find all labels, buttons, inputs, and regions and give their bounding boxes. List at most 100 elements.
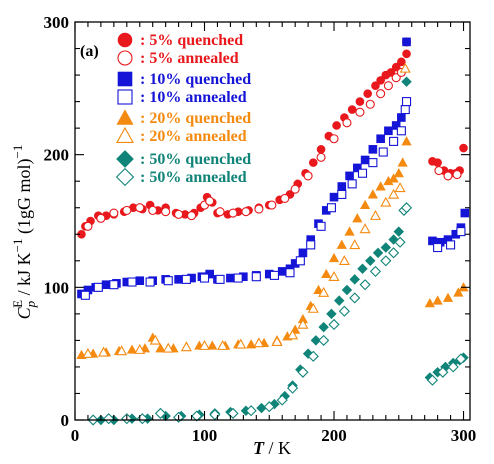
data-point (287, 329, 299, 340)
data-point (380, 255, 392, 267)
data-point (269, 398, 280, 410)
data-point (180, 341, 192, 352)
data-point (344, 226, 355, 236)
data-point (297, 318, 309, 329)
data-point (378, 147, 388, 157)
data-point (209, 409, 221, 421)
x-axis-title: T / K (253, 438, 291, 458)
legend-label: : 10% annealed (140, 89, 247, 106)
data-point (93, 282, 103, 292)
series-10-annealed (80, 97, 466, 300)
plot-frame (74, 21, 471, 421)
data-point (341, 284, 353, 296)
data-point (316, 221, 326, 231)
data-point (345, 171, 354, 181)
x-tick-label: 300 (451, 426, 477, 445)
data-point (338, 305, 350, 317)
data-point (198, 339, 211, 350)
data-point (122, 205, 132, 215)
data-point (355, 107, 365, 117)
data-point (207, 340, 218, 350)
data-point (402, 49, 411, 59)
data-point (329, 192, 339, 202)
data-point (359, 223, 371, 234)
data-point (116, 345, 128, 356)
data-point (396, 126, 406, 136)
data-point (267, 200, 277, 210)
data-point (298, 248, 308, 258)
data-point (397, 57, 406, 67)
data-point (397, 157, 408, 167)
y-tick-label: 100 (44, 278, 70, 297)
data-point (326, 308, 337, 320)
data-point (126, 344, 138, 354)
data-point (349, 292, 361, 304)
data-point (145, 277, 155, 287)
data-point (376, 89, 386, 99)
data-point (352, 213, 363, 223)
data-point (254, 204, 264, 214)
data-point (134, 343, 146, 354)
data-point (389, 136, 399, 146)
data-point (380, 242, 392, 253)
data-point (383, 81, 393, 91)
data-point (355, 97, 365, 106)
data-point (109, 280, 119, 290)
y-tick-label: 0 (61, 411, 70, 430)
data-point (459, 143, 468, 153)
data-point (394, 182, 406, 193)
data-point (433, 158, 442, 167)
data-point (337, 182, 347, 191)
data-point (357, 263, 368, 274)
data-point (338, 255, 350, 266)
data-point (162, 342, 174, 353)
data-point (269, 270, 279, 280)
data-point (80, 290, 90, 300)
data-point (349, 274, 360, 285)
data-point (174, 209, 184, 219)
data-point (400, 202, 413, 214)
data-point (109, 208, 119, 218)
data-point (336, 239, 347, 249)
data-point (372, 247, 384, 259)
series-10-quenched (77, 37, 470, 299)
data-point (318, 286, 330, 297)
data-point (388, 234, 399, 245)
data-point (97, 346, 110, 357)
data-point (316, 145, 326, 154)
series-20-annealed (82, 62, 411, 358)
data-point (303, 171, 313, 181)
data-point (251, 272, 261, 282)
data-point (393, 226, 404, 237)
legend-marker (117, 71, 133, 87)
series-50-annealed (87, 202, 467, 426)
data-point (83, 221, 93, 231)
data-point (393, 168, 404, 178)
data-point (82, 347, 94, 358)
data-point (280, 193, 290, 203)
data-point (318, 321, 329, 333)
data-point (437, 366, 449, 378)
legend: : 5% quenched: 5% annealed: 10% quenched… (115, 32, 251, 187)
data-point (400, 105, 410, 115)
legend-marker (117, 50, 133, 66)
data-point (376, 76, 385, 85)
legend-marker (117, 89, 133, 105)
data-point (332, 121, 341, 130)
data-point (101, 280, 111, 289)
series-20-quenched (76, 136, 469, 359)
data-point (161, 207, 171, 217)
data-point (367, 189, 378, 199)
data-point (191, 410, 203, 422)
data-point (397, 113, 406, 122)
data-point (155, 343, 166, 353)
data-point (456, 227, 466, 237)
data-point (391, 62, 401, 72)
legend-marker (116, 126, 134, 143)
data-point (368, 145, 378, 154)
data-point (154, 407, 167, 419)
data-point (295, 256, 305, 266)
data-point (103, 413, 115, 425)
x-tick-label: 100 (192, 426, 218, 445)
data-point (297, 366, 309, 378)
